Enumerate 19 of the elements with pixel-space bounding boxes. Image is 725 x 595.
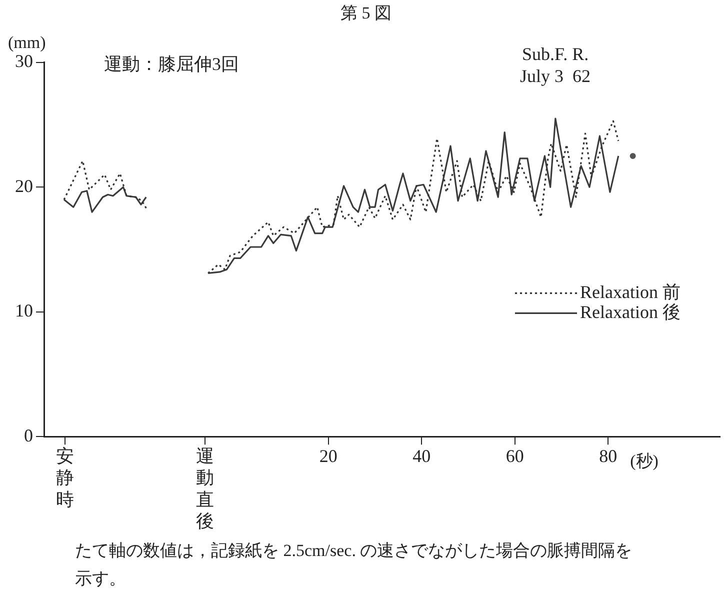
x-tick-label: 40	[412, 446, 431, 466]
x-axis-title: (秒)	[630, 452, 658, 471]
x-tick-label: 運動直後	[196, 446, 214, 531]
chart-title: 第 5 図	[340, 4, 392, 23]
x-tick-label: 60	[506, 446, 524, 466]
annotation: Sub.F. R.	[522, 44, 589, 64]
annotation: 運動：膝屈伸3回	[104, 54, 239, 74]
legend-label: Relaxation 前	[580, 282, 680, 302]
y-tick-label: 10	[15, 300, 33, 321]
x-tick-label: 80	[599, 446, 618, 466]
legend-label: Relaxation 後	[580, 302, 680, 322]
y-tick-label: 20	[15, 176, 33, 196]
x-tick-label: 安静時	[56, 446, 74, 510]
y-axis-title: (mm)	[8, 33, 46, 52]
y-tick-label: 0	[24, 425, 33, 446]
annotation: July 3 62	[520, 66, 591, 86]
text: たて軸の数値は，記録紙を 2.5cm/sec. の速さでながした場合の脈搏間隔を示す。	[75, 541, 632, 588]
x-tick-label: 20	[319, 446, 338, 466]
y-tick-label: 30	[15, 51, 33, 72]
